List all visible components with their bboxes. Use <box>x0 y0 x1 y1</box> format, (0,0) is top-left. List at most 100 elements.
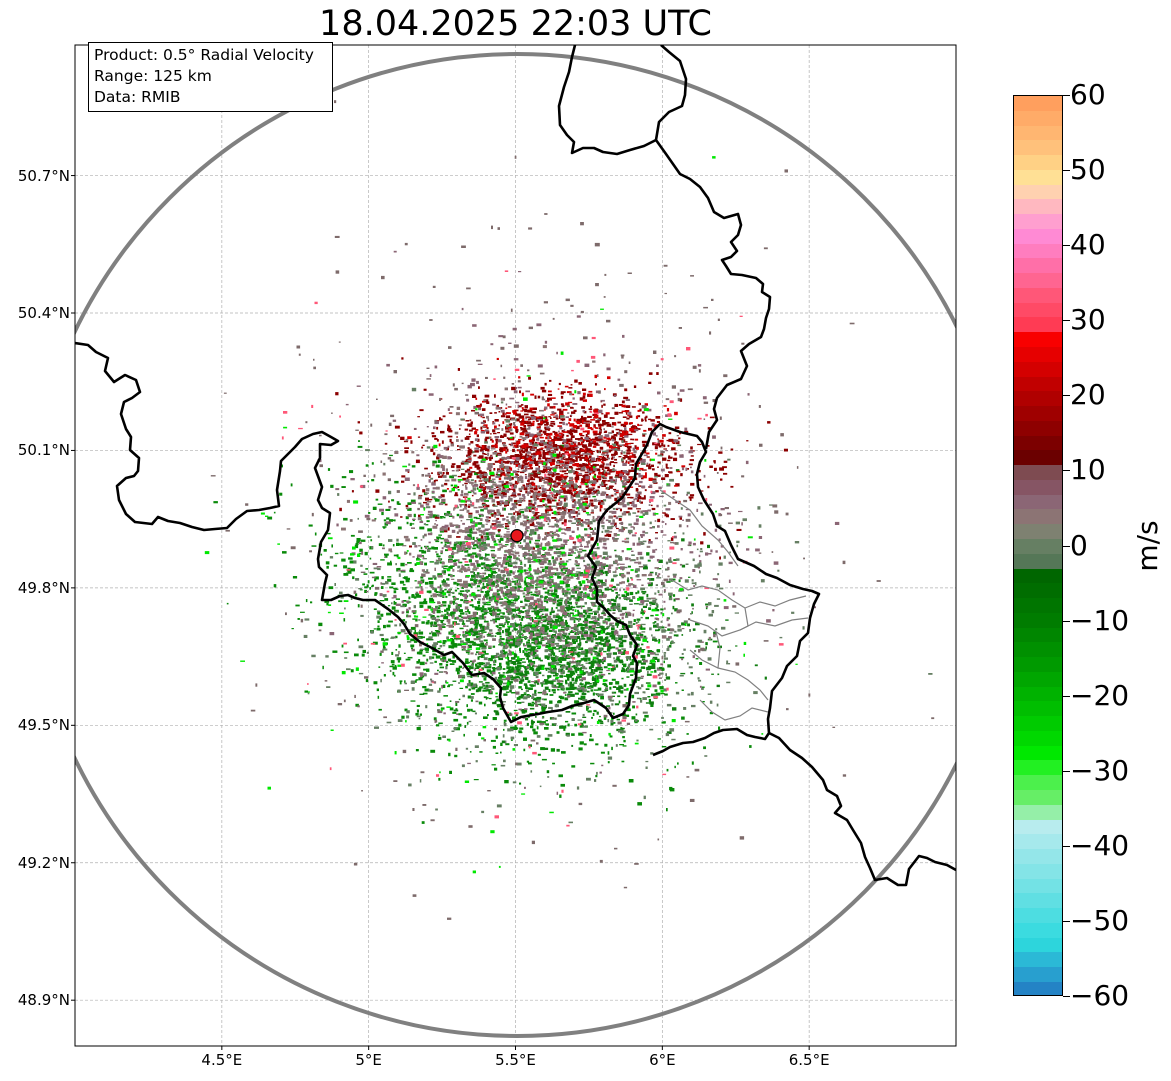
echo-pixel <box>509 682 512 686</box>
echo-pixel <box>558 599 563 602</box>
echo-pixel <box>588 445 590 447</box>
echo-pixel <box>588 393 593 397</box>
echo-pixel <box>508 342 512 344</box>
echo-pixel <box>614 497 618 502</box>
echo-pixel <box>468 459 472 462</box>
echo-pixel <box>436 607 441 610</box>
echo-pixel <box>499 447 504 450</box>
echo-pixel <box>589 738 594 742</box>
echo-pixel <box>578 747 583 751</box>
echo-pixel <box>528 445 534 448</box>
echo-pixel <box>652 512 656 516</box>
echo-pixel <box>652 478 657 481</box>
echo-pixel <box>479 449 484 452</box>
echo-pixel <box>505 585 509 589</box>
echo-pixel <box>636 653 638 656</box>
echo-pixel <box>414 536 418 539</box>
echo-pixel <box>507 657 510 661</box>
echo-pixel <box>597 617 600 621</box>
echo-pixel <box>563 509 567 513</box>
echo-pixel <box>503 457 507 460</box>
echo-pixel <box>475 632 479 635</box>
echo-pixel <box>544 591 550 594</box>
echo-pixel <box>496 357 499 360</box>
echo-pixel <box>609 634 613 638</box>
echo-pixel <box>639 625 643 628</box>
echo-pixel <box>544 445 549 449</box>
echo-pixel <box>394 480 399 484</box>
echo-pixel <box>589 526 592 530</box>
echo-pixel <box>621 624 625 628</box>
echo-pixel <box>382 544 385 547</box>
echo-pixel <box>469 466 473 469</box>
echo-pixel <box>637 415 641 418</box>
echo-pixel <box>517 585 522 589</box>
echo-pixel <box>556 791 559 795</box>
echo-pixel <box>619 637 622 641</box>
echo-pixel <box>558 650 561 653</box>
echo-pixel <box>420 662 424 665</box>
echo-pixel <box>429 632 432 635</box>
echo-pixel <box>438 777 441 781</box>
echo-pixel <box>600 639 603 642</box>
echo-pixel <box>655 629 660 632</box>
echo-pixel <box>469 660 474 662</box>
echo-pixel <box>505 426 509 430</box>
echo-pixel <box>443 695 448 697</box>
echo-pixel <box>582 478 587 481</box>
echo-pixel <box>467 450 473 454</box>
echo-pixel <box>593 635 597 638</box>
echo-pixel <box>657 575 660 577</box>
echo-pixel <box>404 450 409 454</box>
echo-pixel <box>467 505 471 508</box>
echo-pixel <box>469 424 473 427</box>
echo-pixel <box>509 675 513 679</box>
echo-pixel <box>460 462 465 465</box>
echo-pixel <box>720 478 723 481</box>
echo-pixel <box>645 682 651 684</box>
echo-pixel <box>491 572 494 577</box>
echo-pixel <box>511 493 516 497</box>
echo-pixel <box>556 483 561 486</box>
echo-pixel <box>402 584 406 586</box>
echo-pixel <box>586 690 590 693</box>
echo-pixel <box>533 681 537 684</box>
echo-pixel <box>606 367 611 371</box>
echo-pixel <box>397 660 400 663</box>
echo-pixel <box>629 599 633 602</box>
echo-pixel <box>588 502 592 506</box>
echo-pixel <box>570 437 573 441</box>
echo-pixel <box>519 456 521 460</box>
echo-pixel <box>483 420 486 424</box>
echo-pixel <box>513 709 518 712</box>
echo-pixel <box>387 562 392 566</box>
echo-pixel <box>620 690 624 694</box>
echo-pixel <box>478 386 480 389</box>
echo-pixel <box>398 435 400 438</box>
echo-pixel <box>599 636 603 640</box>
echo-pixel <box>460 594 462 596</box>
echo-pixel <box>603 679 608 682</box>
echo-pixel <box>531 661 536 664</box>
echo-pixel <box>658 638 661 642</box>
echo-pixel <box>534 689 537 693</box>
echo-pixel <box>580 682 582 686</box>
echo-pixel <box>632 609 635 611</box>
echo-pixel <box>578 467 582 470</box>
echo-pixel <box>565 606 571 610</box>
echo-pixel <box>615 596 617 600</box>
echo-pixel <box>516 697 521 700</box>
echo-pixel <box>474 631 479 633</box>
echo-pixel <box>401 715 405 719</box>
echo-pixel <box>561 619 564 623</box>
echo-pixel <box>563 482 566 486</box>
echo-pixel <box>550 656 554 659</box>
echo-pixel <box>603 414 608 418</box>
echo-pixel <box>554 499 557 502</box>
echo-pixel <box>555 678 558 680</box>
echo-pixel <box>499 612 505 614</box>
echo-pixel <box>602 451 607 454</box>
echo-pixel <box>440 620 444 623</box>
echo-pixel <box>703 532 706 536</box>
echo-pixel <box>577 443 581 446</box>
